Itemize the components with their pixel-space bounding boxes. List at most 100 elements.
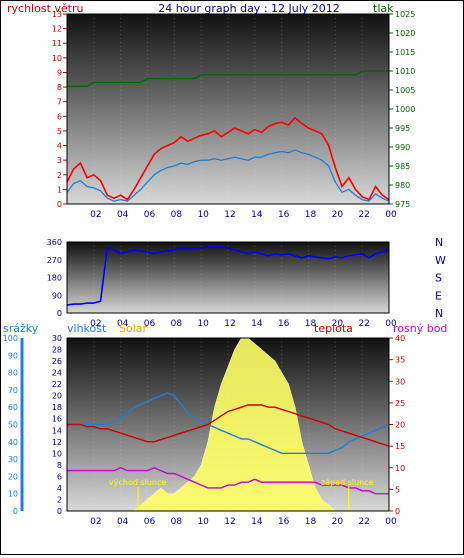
wind-x-tick-label: 02	[90, 210, 101, 220]
wind-x-tick-label: 16	[278, 210, 290, 220]
weather-x-tick-label: 12	[224, 517, 235, 527]
humidity-tick-label: 14	[52, 426, 62, 435]
sunset-annotation: západ slunce	[321, 478, 374, 487]
temperature-tick-label: 0	[395, 507, 400, 516]
humidity-tick-label: 22	[52, 380, 62, 389]
wind-speed-tick-label: 13	[52, 10, 62, 19]
header-title: 24 hour graph day : 12 July 2012	[158, 2, 340, 15]
rain-tick-label: 90	[8, 351, 18, 360]
pressure-line	[67, 70, 389, 87]
pressure-tick-label: 1015	[395, 48, 415, 57]
humidity-tick-label: 20	[52, 392, 62, 401]
wind-x-tick-label: 04	[117, 210, 129, 220]
wind-gust-line	[66, 116, 390, 201]
direction-tick-label: 360	[47, 238, 62, 247]
rain-tick-label: 40	[8, 438, 18, 447]
wind-speed-tick-label: 7	[57, 98, 62, 107]
weather-x-tick-label: 00	[385, 517, 397, 527]
humidity-tick-label: 8	[57, 461, 62, 470]
weather-x-tick-label: 08	[171, 517, 183, 527]
direction-line	[66, 245, 390, 306]
direction-panel-border	[66, 241, 390, 314]
legend-humidity: vlhkost	[67, 322, 107, 335]
humidity-tick-label: 26	[52, 357, 62, 366]
header-right-label: tlak	[373, 2, 394, 15]
pressure-tick-label: 1025	[395, 10, 415, 19]
wind-speed-tick-label: 3	[57, 156, 62, 165]
humidity-tick-label: 10	[52, 449, 62, 458]
wind-speed-tick-label: 9	[57, 68, 62, 77]
humidity-tick-label: 4	[57, 484, 62, 493]
direction-x-tick-label: 18	[305, 319, 317, 329]
compass-label-w: W	[435, 254, 446, 267]
humidity-line	[67, 392, 390, 454]
wind-speed-tick-label: 12	[52, 25, 62, 34]
wind-x-tick-label: 10	[197, 210, 209, 220]
humidity-tick-label: 18	[52, 403, 62, 412]
humidity-tick-label: 6	[57, 472, 62, 481]
direction-x-tick-label: 14	[251, 319, 263, 329]
rain-tick-label: 0	[13, 507, 18, 516]
compass-label-e: E	[435, 289, 442, 302]
weather-x-tick-label: 14	[251, 517, 263, 527]
wind-speed-tick-label: 2	[57, 171, 62, 180]
weather-x-tick-label: 04	[117, 517, 129, 527]
direction-x-tick-label: 20	[332, 319, 344, 329]
humidity-tick-label: 16	[52, 415, 62, 424]
wind-speed-tick-label: 4	[57, 142, 62, 151]
wind-x-tick-label: 20	[332, 210, 344, 220]
weather-x-tick-label: 22	[358, 517, 369, 527]
wind-x-tick-label: 12	[224, 210, 235, 220]
legend-rain: srážky	[3, 322, 39, 335]
rain-tick-label: 10	[8, 490, 18, 499]
sunrise-annotation: východ slunce	[109, 478, 166, 487]
legend-dewpoint: rosný bod	[393, 322, 447, 335]
wind-speed-tick-label: 1	[57, 185, 62, 194]
rain-tick-label: 50	[8, 421, 18, 430]
rain-tick-label: 20	[8, 472, 18, 481]
pressure-tick-label: 1005	[395, 86, 415, 95]
humidity-tick-label: 12	[52, 438, 62, 447]
temperature-tick-label: 25	[395, 399, 405, 408]
compass-label-s: S	[435, 272, 442, 285]
wind-speed-tick-label: 6	[57, 112, 62, 121]
direction-x-tick-label: 08	[171, 319, 183, 329]
humidity-tick-label: 30	[52, 334, 62, 343]
humidity-tick-label: 2	[57, 495, 62, 504]
direction-tick-label: 180	[47, 274, 62, 283]
pressure-tick-label: 980	[395, 181, 410, 190]
direction-x-tick-label: 22	[358, 319, 369, 329]
wind-x-tick-label: 08	[171, 210, 183, 220]
wind-panel-border	[66, 13, 390, 205]
temperature-line	[67, 404, 390, 447]
wind-x-tick-label: 06	[144, 210, 156, 220]
wind-speed-tick-label: 5	[57, 127, 62, 136]
rain-tick-label: 80	[8, 369, 18, 378]
wind-speed-tick-label: 11	[52, 39, 62, 48]
wind-x-tick-label: 18	[305, 210, 317, 220]
humidity-tick-label: 24	[52, 369, 62, 378]
temperature-tick-label: 35	[395, 356, 405, 365]
temperature-tick-label: 20	[395, 421, 405, 430]
rain-tick-label: 30	[8, 455, 18, 464]
wind-panel-background	[67, 14, 389, 204]
rain-tick-label: 60	[8, 403, 18, 412]
weather-panel-border	[66, 337, 390, 512]
weather-x-tick-label: 10	[197, 517, 209, 527]
direction-x-tick-label: 00	[385, 319, 397, 329]
wind-average-line	[66, 149, 390, 202]
wind-speed-tick-label: 0	[57, 200, 62, 209]
temperature-tick-label: 30	[395, 377, 405, 386]
rain-tick-label: 70	[8, 386, 18, 395]
direction-x-tick-label: 10	[197, 319, 209, 329]
direction-tick-label: 90	[52, 291, 62, 300]
compass-label-n: N	[435, 236, 443, 249]
legend-temperature: teplota	[314, 322, 353, 335]
legend-solar: Solar	[119, 322, 148, 335]
weather-x-tick-label: 02	[90, 517, 101, 527]
temperature-tick-label: 5	[395, 485, 400, 494]
compass-label-n: N	[435, 307, 443, 320]
weather-x-tick-label: 18	[305, 517, 317, 527]
